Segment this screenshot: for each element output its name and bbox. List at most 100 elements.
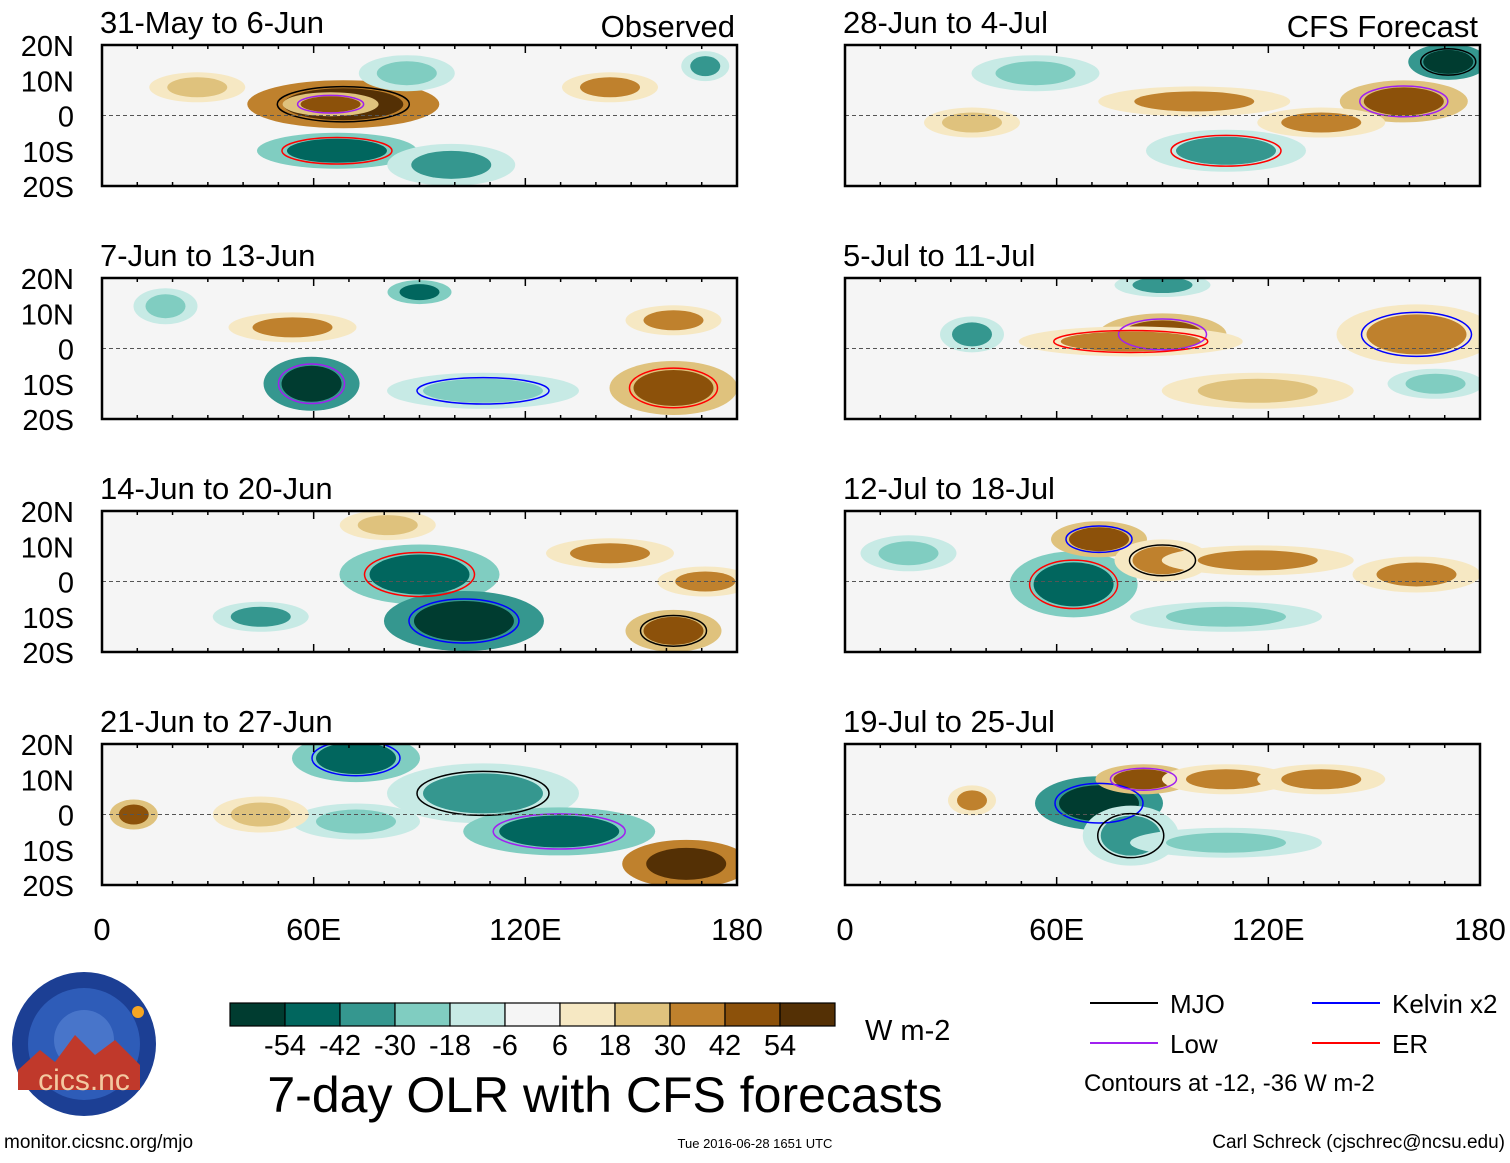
wave-contour bbox=[281, 136, 393, 165]
olr-anomaly-region bbox=[1060, 331, 1201, 352]
olr-anomaly-region bbox=[1186, 769, 1266, 790]
legend-label: Kelvin x2 bbox=[1392, 989, 1498, 1019]
lat-tick-label: 10N bbox=[21, 299, 74, 331]
column-label: Observed bbox=[601, 9, 735, 44]
olr-anomaly-region bbox=[499, 815, 620, 848]
olr-anomaly-region bbox=[1113, 769, 1174, 790]
wave-contour bbox=[277, 363, 346, 405]
colorbar-swatch bbox=[449, 1002, 506, 1027]
units-label: W m-2 bbox=[865, 1015, 950, 1047]
colorbar-swatch bbox=[559, 1002, 616, 1027]
olr-anomaly-region bbox=[145, 294, 186, 319]
wave-contour bbox=[628, 367, 719, 409]
wave-contour bbox=[296, 94, 365, 114]
map-panel: 12-Jul to 18-Jul bbox=[843, 471, 1482, 654]
colorbar-level: 6 bbox=[552, 1030, 568, 1062]
lat-tick-label: 0 bbox=[58, 102, 74, 134]
lat-tick-label: 10N bbox=[21, 532, 74, 564]
footer-author: Carl Schreck (cjschrec@ncsu.edu) bbox=[1212, 1132, 1505, 1153]
lat-tick-label: 10S bbox=[22, 836, 74, 868]
olr-anomaly-region bbox=[643, 310, 704, 331]
wave-contour bbox=[363, 551, 476, 598]
olr-anomaly-region bbox=[1197, 550, 1318, 571]
panel-date-range: 5-Jul to 11-Jul bbox=[843, 238, 1035, 273]
panel-date-range: 28-Jun to 4-Jul bbox=[843, 5, 1048, 40]
lat-tick-label: 10N bbox=[21, 66, 74, 98]
olr-anomaly-region bbox=[300, 96, 361, 113]
olr-anomaly-region bbox=[413, 600, 514, 641]
olr-anomaly-region bbox=[399, 284, 440, 301]
lon-tick-label: 180 bbox=[1454, 912, 1506, 947]
olr-anomaly-region bbox=[1281, 112, 1362, 133]
colorbar-level: -54 bbox=[264, 1030, 306, 1062]
olr-anomaly-region bbox=[411, 150, 492, 179]
olr-anomaly-region bbox=[1069, 527, 1129, 552]
wave-contour bbox=[1097, 812, 1165, 859]
wave-contour bbox=[1420, 47, 1477, 76]
column-label: CFS Forecast bbox=[1287, 9, 1479, 44]
lat-tick-label: 0 bbox=[58, 568, 74, 600]
map-panel: 28-Jun to 4-Jul CFS Forecast bbox=[843, 5, 1482, 188]
colorbar-level: 30 bbox=[654, 1030, 686, 1062]
olr-anomaly-region bbox=[1134, 91, 1255, 112]
colorbar-swatch bbox=[669, 1002, 726, 1027]
colorbar-swatch bbox=[284, 1002, 341, 1027]
olr-anomaly-region bbox=[167, 77, 228, 98]
lat-tick-label: 20S bbox=[22, 405, 74, 437]
olr-anomaly-region bbox=[1366, 314, 1467, 355]
wave-contour bbox=[1054, 782, 1144, 824]
legend-label: MJO bbox=[1170, 989, 1225, 1019]
olr-anomaly-region bbox=[1132, 278, 1193, 294]
lat-tick-label: 20N bbox=[21, 264, 74, 296]
olr-anomaly-region bbox=[995, 61, 1076, 86]
wave-contour bbox=[311, 744, 401, 777]
olr-anomaly-region bbox=[281, 365, 342, 402]
olr-anomaly-region bbox=[1405, 373, 1466, 394]
colorbar-level: 42 bbox=[709, 1030, 741, 1062]
olr-anomaly-region bbox=[1166, 606, 1286, 627]
lat-tick-label: 20S bbox=[22, 638, 74, 670]
olr-anomaly-region bbox=[286, 138, 387, 163]
olr-anomaly-region bbox=[357, 515, 418, 536]
lat-tick-label: 20S bbox=[22, 871, 74, 903]
lon-tick-label: 0 bbox=[93, 912, 110, 947]
wave-contour bbox=[1359, 85, 1449, 118]
colorbar-level: -18 bbox=[429, 1030, 471, 1062]
olr-anomaly-region bbox=[643, 616, 704, 645]
wave-contour bbox=[1109, 767, 1178, 791]
wave-contour bbox=[276, 85, 411, 123]
legend: MJO Kelvin x2 Low ER bbox=[1090, 989, 1498, 1059]
lat-tick-label: 10S bbox=[22, 603, 74, 635]
colorbar-level: -30 bbox=[374, 1030, 416, 1062]
olr-anomaly-region bbox=[633, 369, 714, 406]
wave-contour bbox=[1360, 311, 1473, 358]
panel-date-range: 7-Jun to 13-Jun bbox=[100, 238, 315, 273]
olr-anomaly-region bbox=[230, 802, 291, 827]
lat-tick-label: 20N bbox=[21, 497, 74, 529]
lon-tick-label: 0 bbox=[836, 912, 853, 947]
olr-anomaly-region bbox=[1197, 378, 1318, 403]
colorbar-swatch bbox=[394, 1002, 451, 1027]
wave-contour bbox=[492, 813, 626, 850]
footer-timestamp: Tue 2016-06-28 1651 UTC bbox=[678, 1136, 833, 1151]
olr-anomaly-region bbox=[316, 744, 396, 775]
lat-tick-label: 10N bbox=[21, 765, 74, 797]
wave-contour bbox=[1053, 329, 1209, 354]
olr-anomaly-region bbox=[1176, 136, 1276, 165]
panel-date-range: 19-Jul to 25-Jul bbox=[843, 704, 1055, 739]
olr-anomaly-region bbox=[1376, 562, 1457, 587]
olr-anomaly-region bbox=[369, 554, 470, 595]
figure-title: 7-day OLR with CFS forecasts bbox=[267, 1067, 942, 1123]
lat-tick-label: 20N bbox=[21, 31, 74, 63]
footer-url: monitor.cicsnc.org/mjo bbox=[4, 1132, 193, 1153]
olr-anomaly-region bbox=[1423, 49, 1474, 74]
olr-anomaly-region bbox=[690, 56, 721, 77]
olr-anomaly-region bbox=[952, 322, 992, 347]
lon-tick-label: 120E bbox=[489, 912, 561, 947]
colorbar-swatch bbox=[339, 1002, 396, 1027]
olr-anomaly-region bbox=[942, 112, 1002, 133]
